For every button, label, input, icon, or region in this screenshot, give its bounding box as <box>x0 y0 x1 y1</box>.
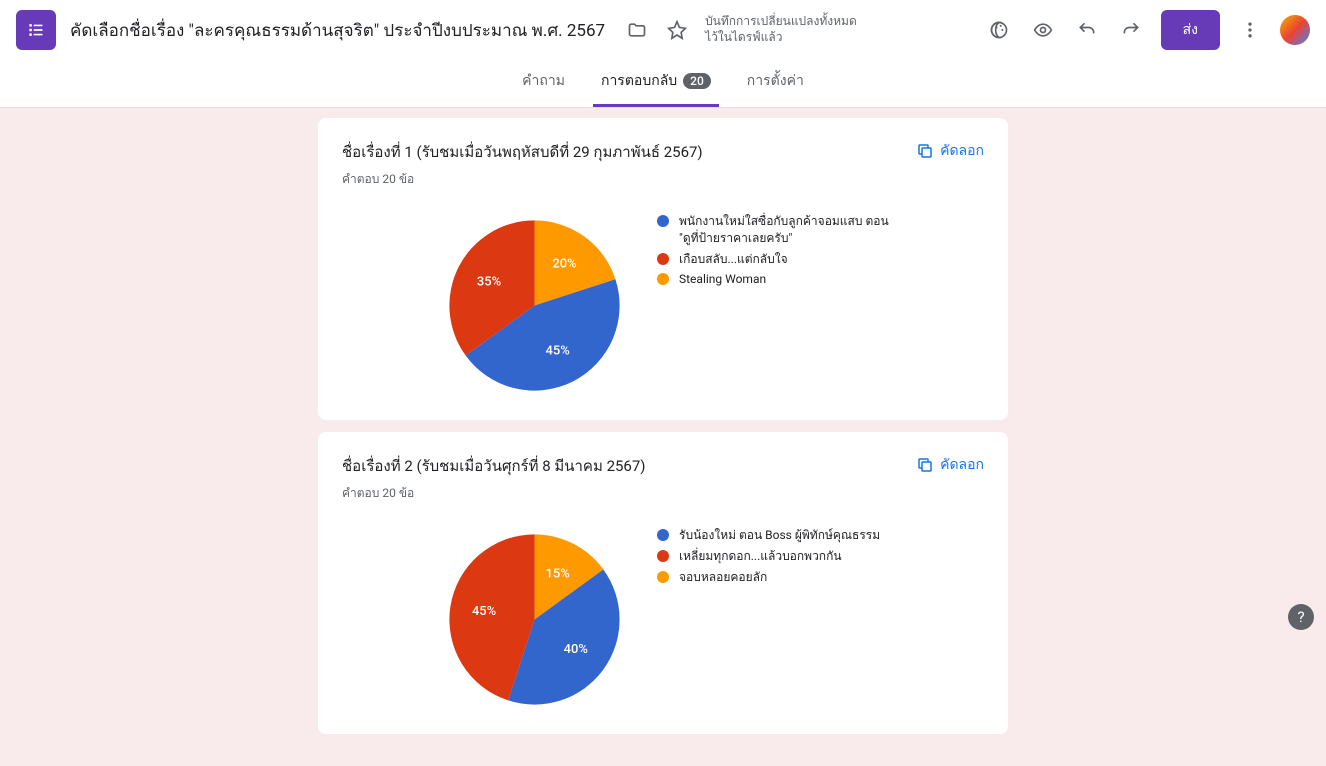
question-card-2: ชื่อเรื่องที่ 2 (รับชมเมื่อวันศุกร์ที่ 8… <box>318 432 1008 734</box>
theme-icon[interactable] <box>979 10 1019 50</box>
legend-label: เกือบสลับ...แต่กลับใจ <box>679 251 788 268</box>
save-status: บันทึกการเปลี่ยนแปลงทั้งหมด ไว้ในไดรฟ์แล… <box>705 14 857 45</box>
question-card-1: ชื่อเรื่องที่ 1 (รับชมเมื่อวันพฤหัสบดีที… <box>318 118 1008 420</box>
undo-icon[interactable] <box>1067 10 1107 50</box>
svg-text:45%: 45% <box>546 343 570 358</box>
legend-item: เหลี่ยมทุกดอก...แล้วบอกพวกกัน <box>657 548 880 565</box>
tab-settings[interactable]: การตั้งค่า <box>739 60 812 107</box>
tab-responses[interactable]: การตอบกลับ 20 <box>593 60 719 107</box>
question-1-subtitle: คำตอบ 20 ข้อ <box>342 170 703 189</box>
star-icon[interactable] <box>657 10 697 50</box>
legend-dot <box>657 571 669 583</box>
form-tabs: คำถาม การตอบกลับ 20 การตั้งค่า <box>0 60 1326 108</box>
save-status-line2: ไว้ในไดรฟ์แล้ว <box>705 30 857 46</box>
tab-responses-label: การตอบกลับ <box>601 70 677 92</box>
legend-dot <box>657 215 669 227</box>
question-2-title: ชื่อเรื่องที่ 2 (รับชมเมื่อวันศุกร์ที่ 8… <box>342 454 646 478</box>
svg-text:45%: 45% <box>472 604 496 619</box>
legend-label: เหลี่ยมทุกดอก...แล้วบอกพวกกัน <box>679 548 842 565</box>
legend-item: จอบหลอยคอยลัก <box>657 569 880 586</box>
legend-item: Stealing Woman <box>657 271 899 288</box>
legend-label: พนักงานใหม่ใสซื่อกับลูกค้าจอมแสบ ตอน "ดู… <box>679 213 899 247</box>
question-2-subtitle: คำตอบ 20 ข้อ <box>342 484 646 503</box>
legend-dot <box>657 273 669 285</box>
legend-item: พนักงานใหม่ใสซื่อกับลูกค้าจอมแสบ ตอน "ดู… <box>657 213 899 247</box>
save-status-line1: บันทึกการเปลี่ยนแปลงทั้งหมด <box>705 14 857 30</box>
copy-button-2[interactable]: คัดลอก <box>916 454 984 476</box>
tab-questions[interactable]: คำถาม <box>514 60 573 107</box>
send-button[interactable]: ส่ง <box>1161 10 1220 50</box>
responses-content: ชื่อเรื่องที่ 1 (รับชมเมื่อวันพฤหัสบดีที… <box>318 108 1008 766</box>
forms-logo[interactable] <box>16 10 56 50</box>
legend-2: รับน้องใหม่ ตอน Boss ผู้พิทักษ์คุณธรรม เ… <box>657 527 880 589</box>
svg-text:35%: 35% <box>477 275 501 290</box>
copy-label: คัดลอก <box>940 140 984 162</box>
legend-item: เกือบสลับ...แต่กลับใจ <box>657 251 899 268</box>
copy-button-1[interactable]: คัดลอก <box>916 140 984 162</box>
copy-label: คัดลอก <box>940 454 984 476</box>
account-avatar[interactable] <box>1280 15 1310 45</box>
legend-label: จอบหลอยคอยลัก <box>679 569 767 586</box>
legend-dot <box>657 253 669 265</box>
legend-label: รับน้องใหม่ ตอน Boss ผู้พิทักษ์คุณธรรม <box>679 527 880 544</box>
pie-chart-2: 15% 40% 45% <box>442 527 627 712</box>
copy-icon <box>916 142 934 160</box>
responses-count-badge: 20 <box>683 73 711 89</box>
document-title[interactable]: คัดเลือกชื่อเรื่อง "ละครคุณธรรมด้านสุจริ… <box>70 17 605 44</box>
legend-dot <box>657 529 669 541</box>
svg-text:15%: 15% <box>546 566 570 581</box>
svg-text:40%: 40% <box>564 642 588 657</box>
svg-text:20%: 20% <box>552 257 576 272</box>
help-icon[interactable]: ? <box>1288 604 1314 630</box>
question-1-title: ชื่อเรื่องที่ 1 (รับชมเมื่อวันพฤหัสบดีที… <box>342 140 703 164</box>
copy-icon <box>916 456 934 474</box>
legend-dot <box>657 550 669 562</box>
app-header: คัดเลือกชื่อเรื่อง "ละครคุณธรรมด้านสุจริ… <box>0 0 1326 60</box>
more-icon[interactable] <box>1230 10 1270 50</box>
preview-icon[interactable] <box>1023 10 1063 50</box>
legend-item: รับน้องใหม่ ตอน Boss ผู้พิทักษ์คุณธรรม <box>657 527 880 544</box>
legend-label: Stealing Woman <box>679 271 766 288</box>
pie-chart-1: 20% 45% 35% <box>442 213 627 398</box>
legend-1: พนักงานใหม่ใสซื่อกับลูกค้าจอมแสบ ตอน "ดู… <box>657 213 899 292</box>
redo-icon[interactable] <box>1111 10 1151 50</box>
move-to-folder-icon[interactable] <box>617 10 657 50</box>
